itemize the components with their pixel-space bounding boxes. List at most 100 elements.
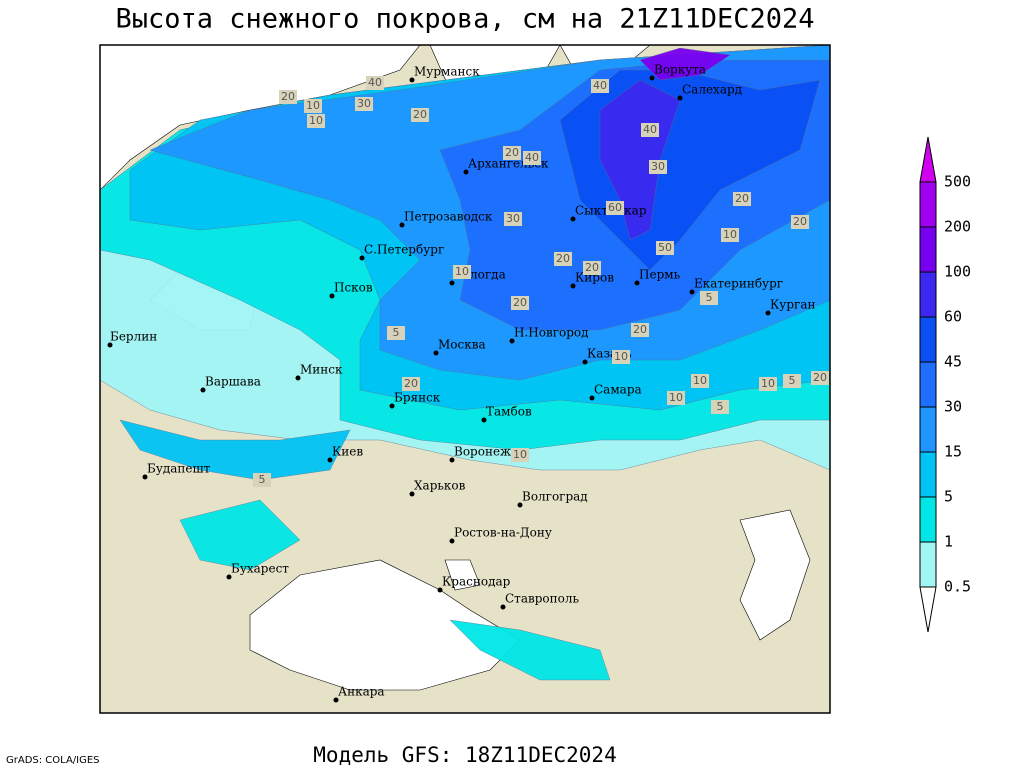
contour-label: 20 xyxy=(813,371,827,384)
contour-label-box xyxy=(583,261,601,275)
city-dot xyxy=(329,293,335,299)
city-label: Самара xyxy=(594,383,642,397)
contour-label-box xyxy=(511,448,529,462)
legend-tick-label: 100 xyxy=(944,263,971,281)
city-label: Краснодар xyxy=(442,575,511,589)
city-label: Мурманск xyxy=(414,65,480,79)
city-label: Ставрополь xyxy=(505,592,579,606)
contour-label: 10 xyxy=(761,377,775,390)
city-label: Петрозаводск xyxy=(404,210,493,224)
city-dot xyxy=(107,342,113,348)
city-dot xyxy=(570,283,576,289)
city-label: Пермь xyxy=(639,268,681,282)
contour-label-box xyxy=(503,146,521,160)
city-dot xyxy=(409,77,415,83)
contour-label: 10 xyxy=(693,374,707,387)
contour-label-box xyxy=(631,323,649,337)
contour-label: 20 xyxy=(505,146,519,159)
city-label: Екатеринбург xyxy=(694,277,783,291)
contour-label-box xyxy=(304,99,322,113)
city-dot xyxy=(389,403,395,409)
contour-label-box xyxy=(759,377,777,391)
city-dot xyxy=(765,310,771,316)
snow-area xyxy=(449,619,611,681)
contour-label-box xyxy=(387,326,405,340)
contour-label-box xyxy=(783,374,801,388)
contour-label-box xyxy=(641,123,659,137)
contour-label-box xyxy=(811,371,829,385)
city-dot xyxy=(449,280,455,286)
contour-label-box xyxy=(700,291,718,305)
city-dot xyxy=(327,457,333,463)
contour-label-box xyxy=(691,374,709,388)
contour-label: 50 xyxy=(658,241,672,254)
city-dot xyxy=(449,538,455,544)
city-dot xyxy=(509,338,515,344)
legend-swatch xyxy=(919,271,937,318)
legend-swatch xyxy=(919,451,937,498)
city-label: Тамбов xyxy=(486,405,532,419)
credit: GrADS: COLA/IGES xyxy=(6,755,100,766)
city-label: Бухарест xyxy=(231,562,289,576)
city-dot xyxy=(589,395,595,401)
contour-label: 10 xyxy=(306,99,320,112)
contour-label: 40 xyxy=(593,79,607,92)
snow-area xyxy=(179,499,301,571)
city-dot xyxy=(481,417,487,423)
contour-label-box xyxy=(554,252,572,266)
city-label: Волгоград xyxy=(522,490,588,504)
city-dot xyxy=(449,457,455,463)
title: Высота снежного покрова, см на 21Z11DEC2… xyxy=(116,4,815,35)
contour-label: 20 xyxy=(556,252,570,265)
city-label: Псков xyxy=(334,281,373,295)
city-dot xyxy=(333,697,339,703)
legend-swatch xyxy=(919,226,937,273)
contour-label-box xyxy=(523,151,541,165)
city-dot xyxy=(649,75,655,81)
legend-arrow-top xyxy=(919,136,937,183)
map-frame xyxy=(99,44,831,714)
city-label: Анкара xyxy=(338,685,385,699)
legend-arrow-bottom xyxy=(919,586,937,633)
contour-label: 20 xyxy=(404,377,418,390)
contour-label-box xyxy=(649,160,667,174)
contour-label: 40 xyxy=(368,76,382,89)
contour-label: 10 xyxy=(455,265,469,278)
contour-label-box xyxy=(366,76,384,90)
contour-label: 5 xyxy=(259,473,266,486)
city-dot xyxy=(689,289,695,295)
contour-label-box xyxy=(733,192,751,206)
city-label: Харьков xyxy=(414,479,466,493)
city-label: Варшава xyxy=(205,375,261,389)
city-label: Будапешт xyxy=(147,462,211,476)
city-label: Н.Новгород xyxy=(514,326,589,340)
sea xyxy=(444,559,481,591)
legend-tick-label: 60 xyxy=(944,308,962,326)
city-label: Воркута xyxy=(654,63,706,77)
legend-swatch xyxy=(919,361,937,408)
contour-label: 40 xyxy=(643,123,657,136)
city-label: Киев xyxy=(332,445,363,459)
legend-tick-label: 30 xyxy=(944,398,962,416)
contour-label-box xyxy=(411,108,429,122)
legend-tick-label: 5 xyxy=(944,488,953,506)
contour-label: 30 xyxy=(506,212,520,225)
city-dot xyxy=(463,169,469,175)
city-label: Москва xyxy=(438,338,486,352)
contour-label-box xyxy=(355,97,373,111)
contour-label-box xyxy=(511,296,529,310)
contour-label: 40 xyxy=(525,151,539,164)
contour-label-box xyxy=(656,241,674,255)
contour-label-box xyxy=(279,90,297,104)
contour-label-box xyxy=(606,201,624,215)
legend-swatch xyxy=(919,406,937,453)
legend-swatch xyxy=(919,496,937,543)
contour-label: 5 xyxy=(706,291,713,304)
city-dot xyxy=(517,502,523,508)
city-label: Курган xyxy=(770,298,815,312)
model-label: Модель GFS: 18Z11DEC2024 xyxy=(313,743,616,767)
city-dot xyxy=(142,474,148,480)
city-label: Ростов-на-Дону xyxy=(454,526,552,540)
contour-label: 20 xyxy=(735,192,749,205)
